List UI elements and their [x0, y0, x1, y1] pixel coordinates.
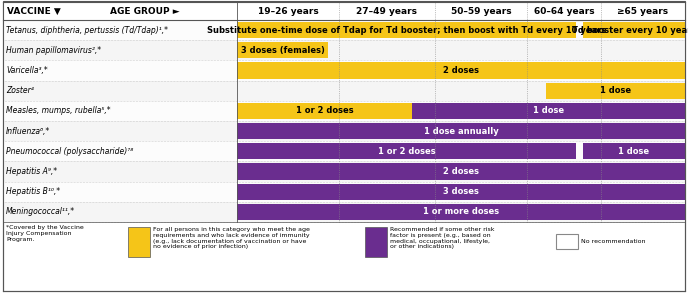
Text: 1 or 2 doses: 1 or 2 doses	[378, 147, 435, 156]
Text: Influenza⁶,*: Influenza⁶,*	[6, 127, 50, 136]
Bar	[546, 83, 685, 99]
Text: Hepatitis A⁹,*: Hepatitis A⁹,*	[6, 167, 57, 176]
Bar	[3, 121, 685, 141]
Bar	[237, 143, 576, 159]
Bar	[3, 161, 685, 182]
Bar	[237, 103, 411, 119]
Bar	[237, 204, 685, 220]
Bar	[237, 22, 576, 38]
Text: Hepatitis B¹⁰,*: Hepatitis B¹⁰,*	[6, 187, 60, 196]
Text: VACCINE ▼: VACCINE ▼	[7, 6, 61, 16]
Text: Pneumococcal (polysaccharide)⁷⁸: Pneumococcal (polysaccharide)⁷⁸	[6, 147, 133, 156]
Text: For all persons in this category who meet the age
requirements and who lack evid: For all persons in this category who mee…	[153, 227, 310, 249]
Bar	[237, 42, 328, 58]
Text: 2 doses: 2 doses	[443, 167, 479, 176]
Text: 1 dose: 1 dose	[619, 147, 649, 156]
Bar	[237, 163, 685, 180]
Text: 27–49 years: 27–49 years	[356, 6, 418, 16]
Bar	[3, 101, 685, 121]
Text: Human papillomavirus²,*: Human papillomavirus²,*	[6, 46, 101, 55]
Bar	[583, 22, 685, 38]
Text: 1 dose: 1 dose	[533, 106, 564, 115]
Bar	[3, 20, 685, 40]
Bar	[3, 60, 685, 81]
Text: 3 doses: 3 doses	[443, 187, 479, 196]
Text: AGE GROUP ►: AGE GROUP ►	[110, 6, 180, 16]
Text: 1 dose: 1 dose	[600, 86, 631, 95]
Text: 1 or 2 doses: 1 or 2 doses	[296, 106, 353, 115]
Bar	[3, 40, 685, 60]
Text: Measles, mumps, rubella⁵,*: Measles, mumps, rubella⁵,*	[6, 106, 111, 115]
Text: Substitute one-time dose of Tdap for Td booster; then boost with Td every 10 yea: Substitute one-time dose of Tdap for Td …	[206, 25, 606, 35]
Text: No recommendation: No recommendation	[581, 239, 645, 244]
Text: 60–64 years: 60–64 years	[534, 6, 594, 16]
Text: Recommended if some other risk
factor is present (e.g., based on
medical, occupa: Recommended if some other risk factor is…	[390, 227, 495, 249]
Bar	[556, 234, 578, 249]
Bar	[237, 62, 685, 79]
Text: 19–26 years: 19–26 years	[257, 6, 319, 16]
Bar	[237, 123, 685, 139]
Bar	[411, 103, 685, 119]
Text: *Covered by the Vaccine
Injury Compensation
Program.: *Covered by the Vaccine Injury Compensat…	[6, 225, 84, 242]
Bar	[237, 184, 685, 200]
Bar	[3, 202, 685, 222]
Text: Zoster⁴: Zoster⁴	[6, 86, 34, 95]
Bar	[3, 2, 685, 20]
Text: Tetanus, diphtheria, pertussis (Td/Tdap)¹,*: Tetanus, diphtheria, pertussis (Td/Tdap)…	[6, 25, 168, 35]
Text: 50–59 years: 50–59 years	[451, 6, 511, 16]
Bar	[3, 141, 685, 161]
Bar	[3, 182, 685, 202]
Text: 3 doses (females): 3 doses (females)	[241, 46, 325, 55]
Text: Td booster every 10 years: Td booster every 10 years	[572, 25, 688, 35]
Text: 1 or more doses: 1 or more doses	[423, 207, 499, 217]
Bar	[3, 81, 685, 101]
Text: Meningococcal¹¹,*: Meningococcal¹¹,*	[6, 207, 75, 217]
Text: 1 dose annually: 1 dose annually	[424, 127, 498, 136]
Text: ≥65 years: ≥65 years	[617, 6, 669, 16]
Bar	[128, 227, 150, 257]
Bar	[583, 143, 685, 159]
Text: 2 doses: 2 doses	[443, 66, 479, 75]
Bar	[365, 227, 387, 257]
Text: Varicella³,*: Varicella³,*	[6, 66, 47, 75]
